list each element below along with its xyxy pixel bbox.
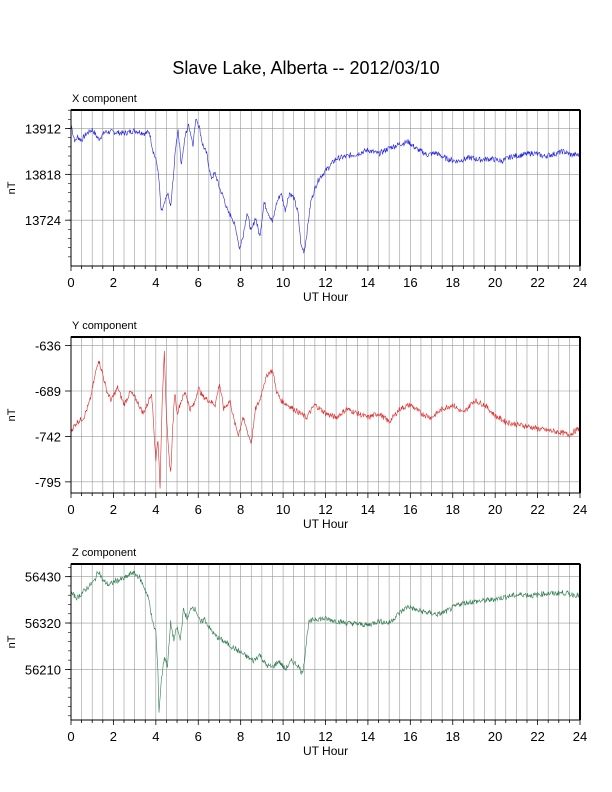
z-xtick-label: 14 [361,729,375,744]
z-xtick-label: 18 [446,729,460,744]
y-xtick-label: 16 [403,502,417,517]
x-xtick-label: 14 [361,275,375,290]
x-xtick-label: 0 [67,275,74,290]
x-xtick-label: 12 [318,275,332,290]
y-xtick-label: 0 [67,502,74,517]
x-xtick-label: 16 [403,275,417,290]
y-xtick-label: 8 [237,502,244,517]
x-ytick-label: 13818 [25,167,61,182]
y-xtick-label: 6 [195,502,202,517]
x-trace [70,119,581,254]
chart-title: Slave Lake, Alberta -- 2012/03/10 [172,58,440,78]
x-ylabel: nT [6,181,18,194]
y-xtick-label: 10 [276,502,290,517]
y-xtick-label: 4 [152,502,159,517]
y-ytick-label: -795 [35,475,61,490]
y-xlabel: UT Hour [303,517,348,531]
x-xtick-label: 10 [276,275,290,290]
z-panel-title: Z component [72,547,136,559]
z-xtick-label: 24 [573,729,587,744]
y-ytick-label: -689 [35,384,61,399]
y-ylabel: nT [6,408,18,421]
x-xtick-label: 20 [488,275,502,290]
y-trace [70,350,581,489]
x-xtick-label: 2 [110,275,117,290]
y-xtick-label: 12 [318,502,332,517]
z-xtick-label: 20 [488,729,502,744]
y-xtick-label: 18 [446,502,460,517]
y-ytick-label: -636 [35,339,61,354]
x-xtick-label: 18 [446,275,460,290]
z-xtick-label: 10 [276,729,290,744]
y-xtick-label: 22 [530,502,544,517]
z-ytick-label: 56320 [25,616,61,631]
z-xtick-label: 16 [403,729,417,744]
z-xtick-label: 22 [530,729,544,744]
x-xtick-label: 6 [195,275,202,290]
x-xtick-label: 8 [237,275,244,290]
x-panel-title: X component [72,93,137,105]
z-xtick-label: 0 [67,729,74,744]
y-xtick-label: 20 [488,502,502,517]
z-xtick-label: 12 [318,729,332,744]
y-ytick-label: -742 [35,429,61,444]
z-trace [70,570,581,713]
z-xtick-label: 4 [152,729,159,744]
x-xlabel: UT Hour [303,290,348,304]
x-ytick-label: 13724 [25,213,61,228]
x-xtick-label: 24 [573,275,587,290]
z-xtick-label: 6 [195,729,202,744]
z-xtick-label: 8 [237,729,244,744]
z-ytick-label: 56210 [25,662,61,677]
z-xlabel: UT Hour [303,744,348,758]
z-ylabel: nT [6,635,18,648]
z-ytick-label: 56430 [25,570,61,585]
y-xtick-label: 24 [573,502,587,517]
y-panel-title: Y component [72,320,137,332]
y-xtick-label: 14 [361,502,375,517]
x-xtick-label: 4 [152,275,159,290]
x-ytick-label: 13912 [25,122,61,137]
y-xtick-label: 2 [110,502,117,517]
x-xtick-label: 22 [530,275,544,290]
z-xtick-label: 2 [110,729,117,744]
